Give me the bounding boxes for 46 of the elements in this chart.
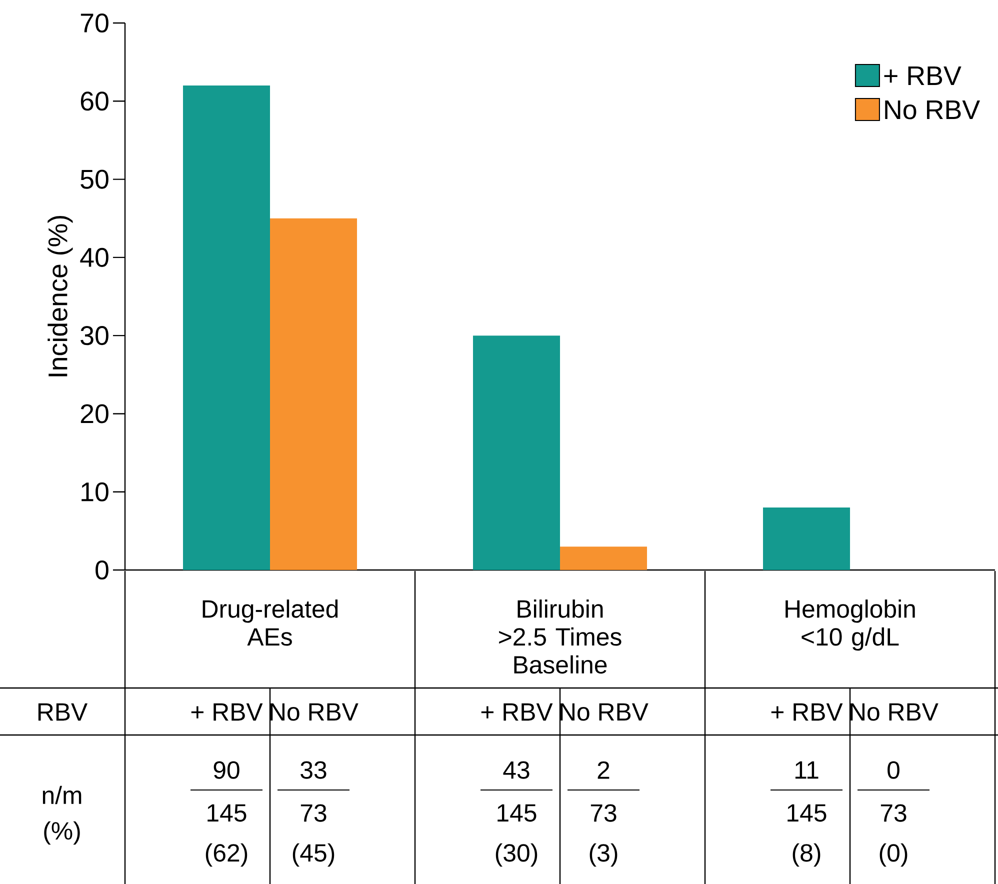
legend-label: No RBV <box>885 100 980 120</box>
text: (30) <box>496 843 538 867</box>
text: + RBV <box>481 703 553 721</box>
bar <box>560 546 648 570</box>
text: 73 <box>880 804 906 822</box>
bar <box>183 86 270 570</box>
y-tick-label: 10 <box>82 482 108 502</box>
text: 145 <box>498 804 536 822</box>
text: 0 <box>888 761 900 779</box>
text: + RBV <box>191 703 263 721</box>
y-tick-label: 30 <box>80 326 108 346</box>
text: 73 <box>590 804 616 822</box>
text: 33 <box>300 761 326 779</box>
text: (0) <box>880 843 908 867</box>
text: No RBV <box>560 703 648 721</box>
text: 73 <box>300 804 326 822</box>
text: (62) <box>206 843 248 867</box>
text: 145 <box>788 804 826 822</box>
text: (45) <box>292 843 334 867</box>
text: (3) <box>590 843 618 867</box>
legend-label: + RBV <box>884 66 962 85</box>
x-tick-label: Hemoglobin <10 g/dL <box>786 600 915 651</box>
text: 90 <box>214 761 240 779</box>
text: No RBV <box>850 703 938 721</box>
text: 145 <box>208 804 246 822</box>
text: + RBV <box>771 703 843 721</box>
text: 11 <box>795 761 818 779</box>
y-tick-label: 20 <box>80 404 108 424</box>
bar <box>473 336 560 570</box>
x-tick-label: Bilirubin >2.5 Times Baseline <box>499 600 622 674</box>
y-tick-label: 0 <box>96 560 108 580</box>
y-tick-label: 60 <box>80 92 108 111</box>
y-tick-label: 70 <box>80 13 108 33</box>
text: (8) <box>792 843 820 867</box>
text: No RBV <box>270 703 358 721</box>
bar <box>763 507 850 570</box>
text: 2 <box>598 761 610 779</box>
text: (%) <box>44 821 80 845</box>
text: n/m <box>42 786 82 804</box>
y-tick-label: 50 <box>80 170 108 189</box>
y-axis-title: Incidence (%) <box>48 216 73 376</box>
bar <box>270 218 358 570</box>
text: 43 <box>503 761 530 779</box>
text: RBV <box>38 703 88 721</box>
y-tick-label: 40 <box>80 248 108 267</box>
x-tick-label: Drug-related AEs <box>202 600 338 646</box>
